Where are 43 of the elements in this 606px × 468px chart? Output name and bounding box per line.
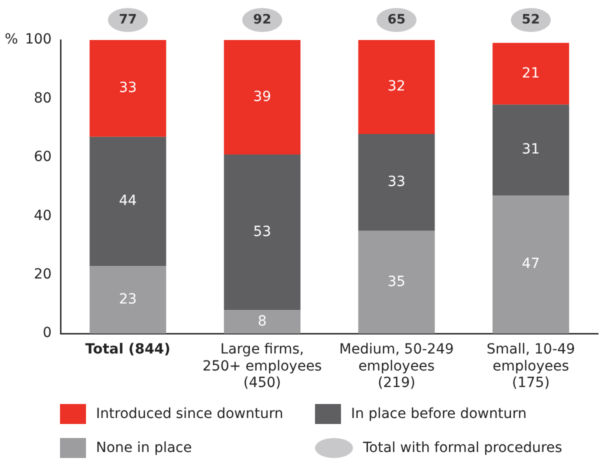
y-tick-label: 0 <box>42 325 52 342</box>
text: Total with formal procedures <box>363 440 562 456</box>
bar <box>492 42 570 105</box>
data-label: 44 <box>118 193 137 210</box>
bar <box>224 154 300 310</box>
bar <box>358 230 435 334</box>
data-label: 33 <box>118 80 137 96</box>
y-tick-label: 80 <box>34 90 52 106</box>
data-label: 39 <box>253 88 272 105</box>
bar <box>90 266 166 334</box>
data-label: 32 <box>388 78 406 95</box>
data-label: 53 <box>253 224 272 240</box>
legend-label: In place before downturn <box>351 406 527 422</box>
data-label: 33 <box>388 174 406 190</box>
legend-label: Introduced since downturn <box>96 406 284 422</box>
x-tick-label: Total (844) <box>85 342 170 358</box>
y-tick-label: 100 <box>24 32 52 48</box>
text: 77 <box>118 12 137 28</box>
data-label: 23 <box>118 291 137 308</box>
text: 92 <box>253 12 272 28</box>
bar <box>358 134 435 231</box>
bar <box>492 104 570 196</box>
bar <box>492 196 570 334</box>
x-tick-label: Medium, 50-249 employees (219) <box>339 342 454 392</box>
legend-label: None in place <box>96 440 192 456</box>
data-label: 8 <box>258 313 267 330</box>
bar <box>224 310 300 334</box>
x-tick-label: Large firms, 250+ employees (450) <box>202 342 322 392</box>
text: 65 <box>387 12 406 28</box>
data-label: 47 <box>522 256 540 272</box>
x-tick-label: Small, 10-49 employees (175) <box>486 342 576 392</box>
data-label: 35 <box>388 274 406 290</box>
text: 52 <box>522 12 540 28</box>
data-label: 31 <box>522 142 540 158</box>
y-axis-title: % <box>4 32 18 48</box>
bar <box>224 40 300 155</box>
y-tick-label: 40 <box>34 208 52 224</box>
bar <box>90 136 166 266</box>
bar <box>358 40 435 134</box>
y-tick-label: 60 <box>34 149 52 166</box>
bar <box>90 40 166 137</box>
y-tick-label: 20 <box>34 266 52 283</box>
data-label: 21 <box>522 65 540 82</box>
